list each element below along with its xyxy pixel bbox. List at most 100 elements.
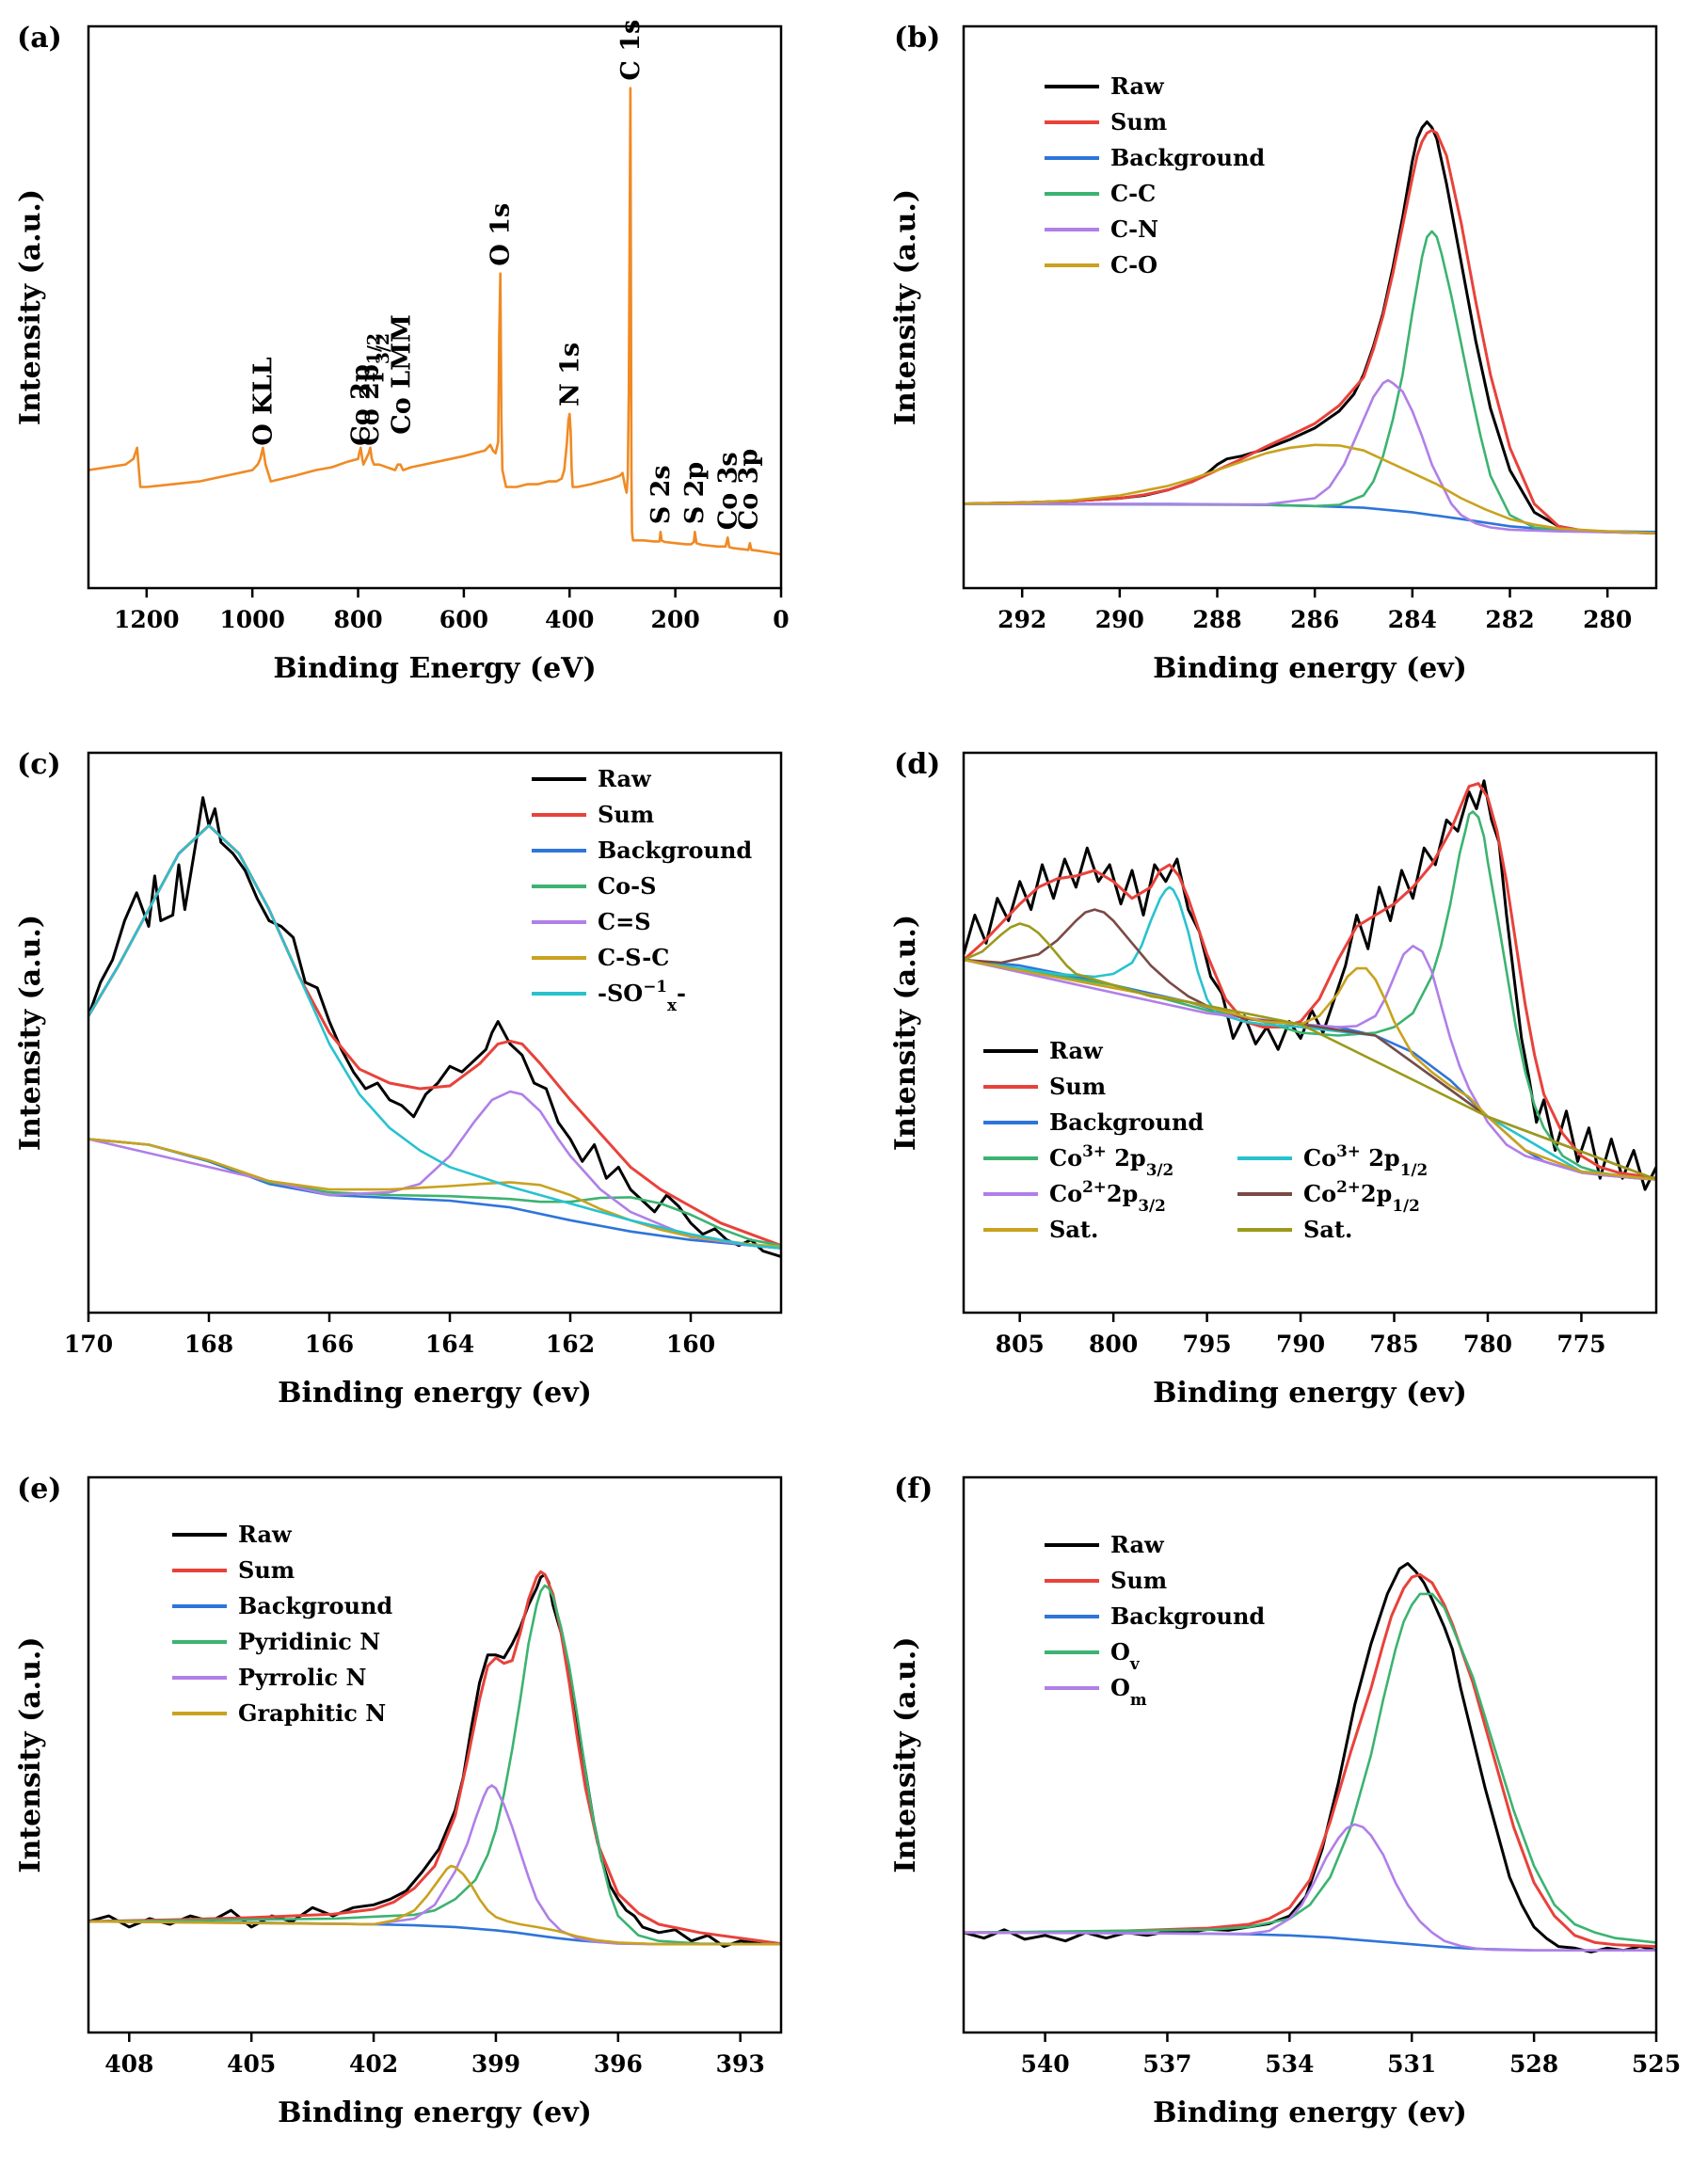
legend-label-d-co3p12: Co3+ 2p1/2 (1303, 1141, 1428, 1179)
legend-label-f-sum-part: Sum (1110, 1567, 1167, 1594)
legend-label-c-sox-part: -SO (598, 980, 643, 1007)
legend-label-b-cn: C-N (1110, 215, 1158, 243)
legend-label-f-bg-part: Background (1110, 1602, 1265, 1630)
peak-label-n1s-part: N 1s (555, 343, 584, 407)
legend-label-d-raw-part: Raw (1049, 1037, 1104, 1064)
legend-label-e-raw-part: Raw (238, 1521, 293, 1548)
peak-label-co3s: Co 3s (713, 452, 742, 530)
series-line-f-0 (964, 1562, 1656, 1953)
legend-label-c-cs-part: C=S (598, 908, 651, 935)
legend-label-b-sum-part: Sum (1110, 108, 1167, 136)
peak-label-co3p: Co 3p (735, 449, 764, 531)
legend-label-d-co3p12-part: 2p (1361, 1144, 1400, 1172)
peak-label-o1s: O 1s (487, 203, 516, 266)
panel-a: 1200 1000 800 600 400 200 0 Binding Energy (eV)… (14, 20, 790, 685)
legend-label-b-co: C-O (1110, 251, 1157, 279)
plot-frame-b (962, 24, 1658, 590)
x-tick-label-a-3: 600 (439, 606, 488, 633)
legend-label-b-bg-part: Background (1110, 144, 1265, 171)
series-line-f-4 (964, 1823, 1656, 1952)
peak-label-c1s: C 1s (616, 20, 646, 81)
x-axis-label-d: Binding energy (ev) (1153, 1377, 1467, 1410)
plot-frame-c (87, 751, 783, 1315)
y-axis-label-f: Intensity (a.u.) (889, 1636, 922, 1873)
x-tick-label-d-6: 775 (1556, 1331, 1605, 1358)
series-line-c-4 (88, 1090, 781, 1250)
x-tick-label-e-4: 396 (594, 2050, 643, 2078)
panel-c: 170 168 166 164 162 160 Binding energy (ev) Int… (14, 748, 783, 1410)
legend-label-e-sum-part: Sum (238, 1556, 295, 1584)
legend-label-c-raw-part: Raw (598, 765, 652, 792)
x-tick-label-e-3: 399 (471, 2050, 520, 2078)
series-line-c-0 (88, 796, 781, 1258)
series-line-b-1 (964, 128, 1656, 534)
series-group-b (964, 120, 1656, 534)
legend-label-e-sum: Sum (238, 1556, 295, 1584)
x-tick-label-f-1: 537 (1142, 2050, 1191, 2078)
x-tick-label-a-4: 400 (545, 606, 594, 633)
x-tick-label-e-1: 405 (227, 2050, 276, 2078)
panel-d: 805 800 795 790 785 780 775 Binding energy (ev)… (889, 748, 1658, 1410)
series-line-a-0 (88, 87, 781, 556)
panel-label-b: (b) (894, 22, 940, 55)
x-tick-label-b-6: 280 (1583, 606, 1632, 633)
x-tick-label-d-5: 780 (1463, 1331, 1512, 1358)
peak-label-co2p32: Co 2p3/2 (356, 333, 393, 446)
peak-label-co2p12: Co 2p1/2 (346, 333, 384, 446)
series-line-d-4 (964, 885, 1656, 1181)
peak-label-o1s-part: O 1s (487, 203, 516, 266)
plot-frame-d (962, 751, 1658, 1315)
peak-label-co3p-part: Co 3p (735, 449, 764, 531)
x-tick-label-d-3: 790 (1276, 1331, 1325, 1358)
legend-label-d-co2p12-part: 2p (1361, 1180, 1392, 1207)
legend-label-e-bg-part: Background (238, 1592, 392, 1619)
legend-label-d-co2p32-part: Co (1049, 1180, 1082, 1207)
legend-label-d-sum: Sum (1049, 1073, 1106, 1100)
plot-frame-f (962, 1475, 1658, 2034)
legend-label-d-bg: Background (1049, 1108, 1204, 1136)
y-axis-label-d: Intensity (a.u.) (889, 915, 922, 1151)
legend-label-b-co-part: C-O (1110, 251, 1157, 279)
panel-e: 408 405 402 399 396 393 Binding energy (ev) Int… (14, 1473, 783, 2129)
legend-label-c-cos: Co-S (598, 872, 656, 900)
peak-label-colmm: Co LMM (388, 314, 417, 435)
x-tick-label-a-2: 800 (333, 606, 382, 633)
x-axis-label-e: Binding energy (ev) (278, 2096, 592, 2129)
series-line-d-3 (964, 810, 1656, 1181)
legend-label-d-co3p32-part: 3/2 (1146, 1160, 1173, 1179)
y-axis-label-e: Intensity (a.u.) (14, 1636, 47, 1873)
x-tick-label-f-4: 528 (1509, 2050, 1558, 2078)
legend-label-e-pyrrolic: Pyrrolic N (238, 1664, 366, 1691)
legend-label-f-om: Om (1110, 1674, 1147, 1709)
series-line-f-3 (964, 1592, 1656, 1944)
x-axis-label-a: Binding Energy (eV) (273, 652, 596, 685)
series-line-c-5 (88, 1138, 781, 1249)
series-group-a (88, 87, 781, 556)
legend-label-f-raw-part: Raw (1110, 1531, 1165, 1558)
x-tick-label-a-0: 1200 (114, 606, 180, 633)
legend-label-c-csc: C-S-C (598, 944, 669, 971)
legend-label-d-raw: Raw (1049, 1037, 1104, 1064)
peak-label-okll-part: O KLL (248, 357, 278, 445)
x-axis-label-c: Binding energy (ev) (278, 1377, 592, 1410)
series-group-f (964, 1562, 1656, 1953)
legend-label-c-raw: Raw (598, 765, 652, 792)
x-tick-label-d-1: 800 (1089, 1331, 1138, 1358)
peak-label-s2s: S 2s (646, 465, 676, 524)
x-tick-label-b-3: 286 (1290, 606, 1339, 633)
legend-label-f-om-part: O (1110, 1674, 1130, 1701)
legend-label-e-graphitic: Graphitic N (238, 1699, 386, 1727)
series-line-b-5 (964, 443, 1656, 534)
legend-label-d-sat1-part: Sat. (1049, 1216, 1098, 1243)
legend-label-d-bg-part: Background (1049, 1108, 1204, 1136)
x-tick-label-b-1: 290 (1095, 606, 1144, 633)
series-group-e (88, 1570, 781, 1949)
legend-label-b-bg: Background (1110, 144, 1265, 171)
legend-label-e-pyridinic-part: Pyridinic N (238, 1628, 380, 1655)
x-tick-label-a-6: 0 (773, 606, 789, 633)
series-line-b-4 (964, 378, 1656, 534)
x-tick-label-e-2: 402 (349, 2050, 398, 2078)
series-line-e-5 (88, 1864, 781, 1946)
